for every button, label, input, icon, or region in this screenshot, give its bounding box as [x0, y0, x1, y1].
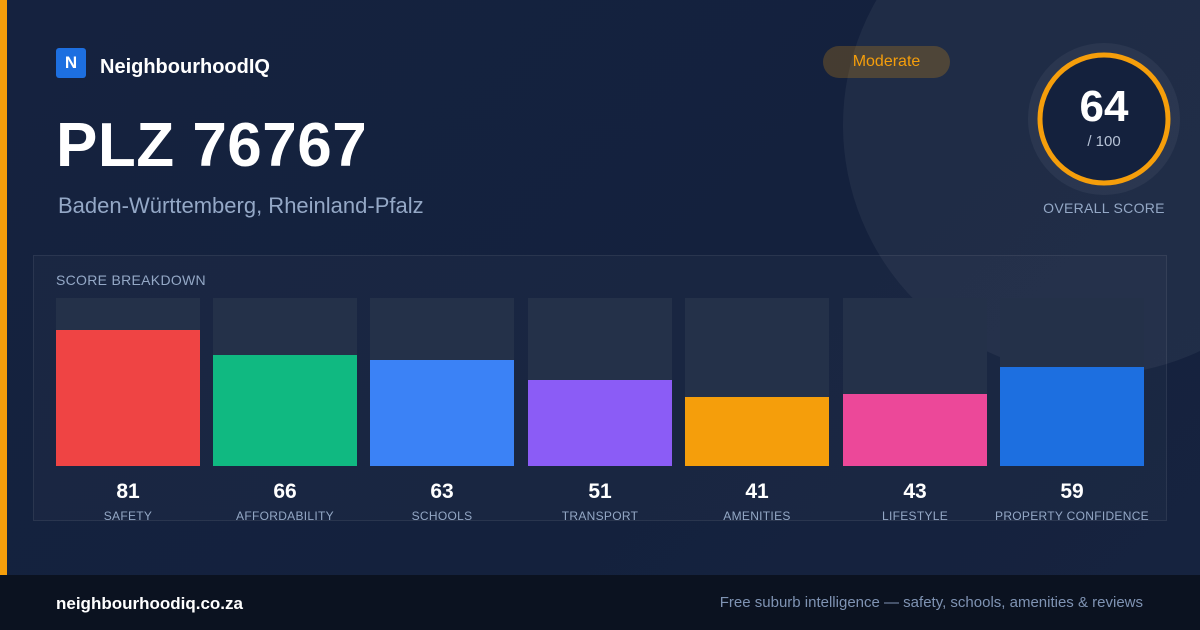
score-bar-property-confidence: 59 PROPERTY CONFIDENCE — [995, 298, 1149, 523]
bar-value: 63 — [430, 480, 454, 503]
brand[interactable]: N NeighbourhoodIQ — [56, 46, 270, 79]
gauge-ring-icon — [1028, 43, 1180, 195]
bar-track — [528, 298, 672, 466]
overall-score-label: OVERALL SCORE — [1043, 200, 1165, 216]
score-bar-affordability: 66 AFFORDABILITY — [213, 298, 357, 523]
bar-label: AMENITIES — [723, 509, 791, 523]
rating-badge: Moderate — [823, 46, 950, 78]
bar-label: SCHOOLS — [411, 509, 473, 523]
bar-label: TRANSPORT — [561, 509, 639, 523]
score-bar-lifestyle: 43 LIFESTYLE — [843, 298, 987, 523]
footer-url-link[interactable]: neighbourhoodiq.co.za — [56, 594, 243, 613]
bar-track — [370, 298, 514, 466]
bar-value: 41 — [745, 480, 769, 503]
bar-value: 66 — [273, 480, 297, 503]
bar-track — [56, 298, 200, 466]
card-background — [0, 0, 1200, 575]
region-subtitle: Baden-Württemberg, Rheinland-Pfalz — [58, 193, 424, 218]
footer-tagline: Free suburb intelligence — safety, schoo… — [719, 594, 1143, 611]
bar-value: 59 — [1060, 480, 1084, 503]
bar-track — [843, 298, 987, 466]
brand-name: NeighbourhoodIQ — [100, 56, 270, 78]
score-breakdown-panel: SCORE BREAKDOWN 81 SAFETY 66 AFFORDABILITY 6… — [33, 255, 1167, 523]
bar-fill — [843, 394, 987, 466]
bar-value: 81 — [116, 480, 140, 503]
bar-fill — [56, 330, 200, 466]
bar-label: LIFESTYLE — [881, 509, 949, 523]
bar-track — [1000, 298, 1144, 466]
bar-value: 43 — [903, 480, 927, 503]
score-bar-safety: 81 SAFETY — [56, 298, 200, 523]
overall-score-gauge: 64 / 100 — [1028, 43, 1180, 195]
bar-fill — [1000, 367, 1144, 466]
bar-fill — [528, 380, 672, 466]
bar-value: 51 — [588, 480, 612, 503]
score-bar-amenities: 41 AMENITIES — [685, 298, 829, 523]
logo-icon: N — [56, 47, 86, 78]
gauge-ring — [1037, 52, 1171, 186]
page-title: PLZ 76767 — [56, 111, 368, 180]
bar-fill — [213, 355, 357, 466]
bar-fill — [685, 397, 829, 466]
bar-label: SAFETY — [103, 509, 153, 523]
accent-stripe — [0, 0, 7, 575]
bar-label: PROPERTY CONFIDENCE — [995, 509, 1149, 523]
footer: neighbourhoodiq.co.za Free suburb intell… — [0, 575, 1200, 630]
bar-track — [685, 298, 829, 466]
overall-score-value: 64 — [1079, 82, 1129, 131]
score-bar-transport: 51 TRANSPORT — [528, 298, 672, 523]
bar-label: AFFORDABILITY — [236, 509, 334, 523]
bar-track — [213, 298, 357, 466]
breakdown-title: SCORE BREAKDOWN — [56, 272, 206, 288]
bar-fill — [370, 360, 514, 466]
overall-score-max: / 100 — [1087, 133, 1121, 150]
score-bar-schools: 63 SCHOOLS — [370, 298, 514, 523]
